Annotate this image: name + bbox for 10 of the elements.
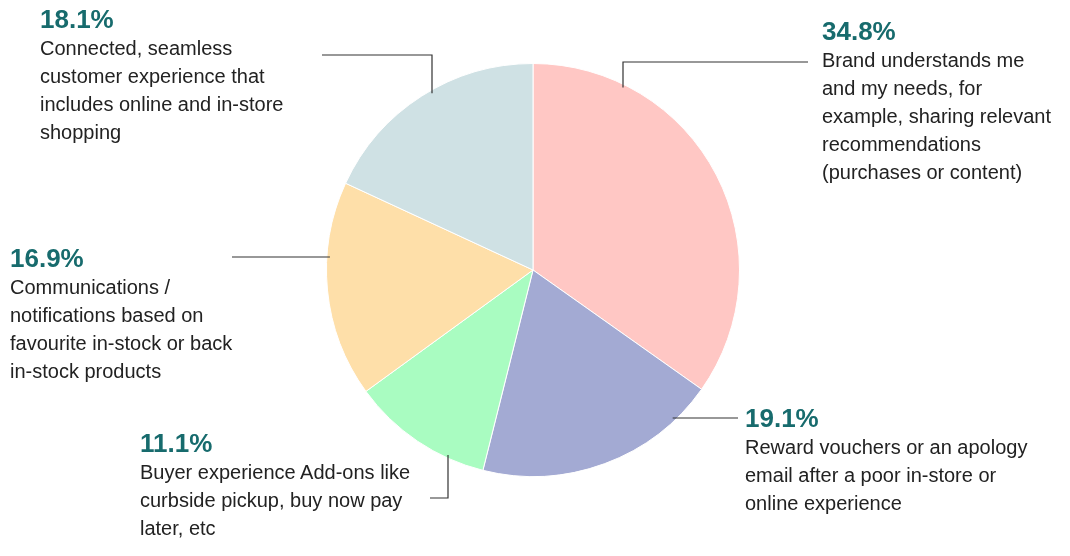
data-label: 19.1% — [745, 403, 820, 433]
slice-label: Reward vouchers or an apology email after a poor in-store or online experience — [745, 435, 1029, 516]
data-label: 16.9% — [10, 243, 85, 273]
slice-label: Buyer experience Add-ons like curbside pickup, buy now pay later, etc — [140, 460, 412, 541]
data-label: 18.1% — [40, 4, 115, 34]
slice-label: Communications / notifications based on favourite in-stock or back in-stock products — [10, 275, 234, 384]
slice-label: Brand understands me and my needs, for example, sharing relevant recommendations (purchases or content) — [822, 48, 1052, 185]
data-label: 11.1% — [140, 428, 214, 458]
data-label: 34.8% — [822, 16, 897, 46]
slice-label: Connected, seamless customer experience that includes online and in-store shopping — [40, 36, 285, 145]
